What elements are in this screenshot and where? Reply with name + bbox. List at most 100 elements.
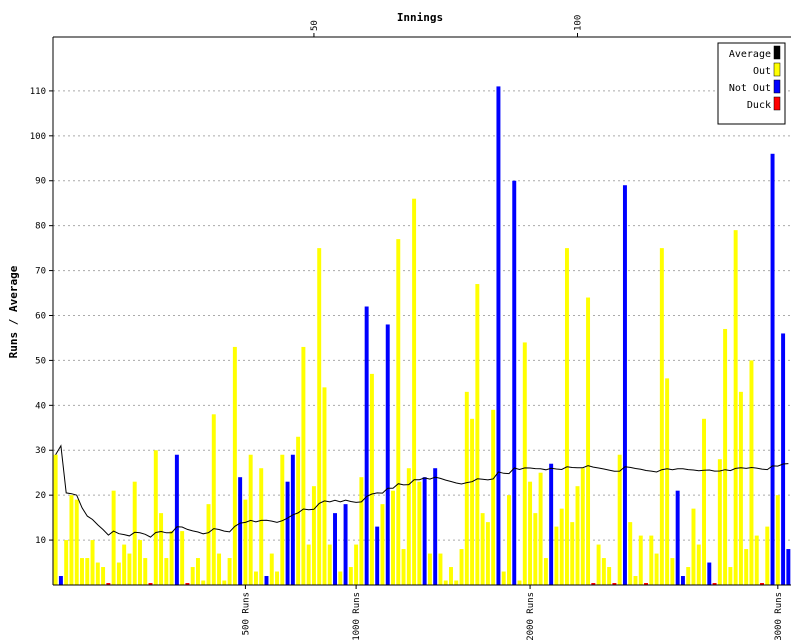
- out-bar: [601, 558, 606, 585]
- out-bar: [180, 531, 185, 585]
- out-bar: [507, 495, 511, 585]
- not-out-bar: [290, 454, 295, 585]
- out-bar: [670, 558, 675, 585]
- out-bar: [649, 535, 654, 585]
- legend-swatch: [773, 96, 781, 111]
- out-bar: [401, 549, 406, 585]
- out-bar: [427, 553, 432, 585]
- y-tick-label: 50: [35, 356, 46, 366]
- out-bar: [570, 522, 575, 585]
- out-bar: [64, 540, 69, 585]
- bars: [53, 86, 791, 586]
- out-bar: [543, 558, 548, 585]
- legend-label: Average: [729, 49, 771, 60]
- out-bar: [702, 418, 706, 585]
- out-bar: [749, 360, 754, 585]
- out-bar: [222, 580, 227, 585]
- out-bar: [723, 328, 728, 585]
- y-axis-title: Runs / Average: [7, 265, 20, 358]
- out-bar: [138, 540, 142, 585]
- not-out-bar: [375, 526, 380, 585]
- out-bar: [211, 414, 216, 585]
- out-bar: [554, 526, 559, 585]
- out-bar: [354, 544, 359, 585]
- out-bar: [296, 436, 301, 585]
- out-bar: [190, 567, 195, 585]
- duck-bar: [760, 583, 764, 585]
- out-bar: [164, 558, 169, 585]
- out-bar: [338, 571, 343, 585]
- not-out-bar: [333, 513, 337, 585]
- out-bar: [628, 522, 633, 585]
- out-bar: [90, 540, 95, 585]
- out-bar: [122, 544, 127, 585]
- out-bar: [475, 284, 480, 585]
- out-bar: [559, 508, 564, 585]
- out-bar: [417, 481, 422, 585]
- out-bar: [101, 567, 106, 585]
- out-bar: [659, 248, 664, 586]
- out-bar: [754, 535, 759, 585]
- out-bar: [311, 486, 316, 585]
- out-bar: [775, 495, 780, 585]
- out-bar: [654, 553, 659, 585]
- y-tick-label: 110: [30, 87, 46, 97]
- average-line-group: [55, 444, 789, 538]
- out-bar: [607, 567, 612, 585]
- out-bar: [696, 544, 701, 585]
- not-out-bar: [549, 463, 554, 585]
- out-bar: [438, 553, 443, 585]
- duck-bar: [148, 583, 153, 585]
- out-bar: [95, 562, 100, 585]
- out-bar: [596, 544, 601, 585]
- out-bar: [491, 409, 496, 585]
- out-bar: [306, 544, 311, 585]
- out-bar: [53, 454, 58, 585]
- not-out-bar: [364, 306, 369, 585]
- out-bar: [691, 508, 696, 585]
- legend-label: Duck: [747, 100, 771, 111]
- duck-bar: [185, 583, 190, 585]
- y-tick-label: 80: [35, 222, 46, 232]
- out-bar: [443, 580, 448, 585]
- y-tick-label: 10: [35, 536, 46, 546]
- out-bar: [143, 558, 148, 585]
- not-out-bar: [285, 481, 290, 585]
- duck-bar: [612, 583, 617, 585]
- out-bar: [69, 495, 74, 585]
- out-bar: [322, 387, 327, 585]
- not-out-bar: [622, 185, 627, 586]
- out-bar: [253, 571, 258, 585]
- out-bar: [369, 373, 374, 585]
- not-out-bar: [786, 549, 791, 585]
- out-bar: [280, 454, 285, 585]
- out-bar: [538, 472, 543, 585]
- out-bar: [116, 562, 121, 585]
- duck-bar: [644, 583, 649, 585]
- not-out-bar: [512, 180, 517, 585]
- out-bar: [744, 549, 749, 585]
- out-bar: [728, 567, 733, 585]
- out-bar: [470, 418, 475, 585]
- out-bar: [738, 391, 743, 585]
- out-bar: [159, 513, 164, 585]
- out-bar: [269, 553, 274, 585]
- out-bar: [301, 346, 306, 585]
- y-tick-label: 90: [35, 177, 46, 187]
- not-out-bar: [174, 454, 179, 585]
- out-bar: [243, 499, 248, 585]
- out-bar: [396, 239, 401, 585]
- out-bar: [406, 468, 411, 585]
- out-bar: [454, 580, 459, 585]
- duck-bar: [591, 583, 596, 585]
- out-bar: [153, 450, 158, 585]
- out-bar: [564, 248, 569, 586]
- innings-tick-label: 100: [574, 15, 584, 31]
- not-out-bar: [707, 562, 712, 585]
- out-bar: [633, 576, 638, 585]
- out-bar: [449, 567, 453, 585]
- y-tick-label: 40: [35, 401, 46, 411]
- out-bar: [201, 580, 206, 585]
- runs-tick-label: 2000 Runs: [526, 592, 536, 640]
- out-bar: [127, 553, 132, 585]
